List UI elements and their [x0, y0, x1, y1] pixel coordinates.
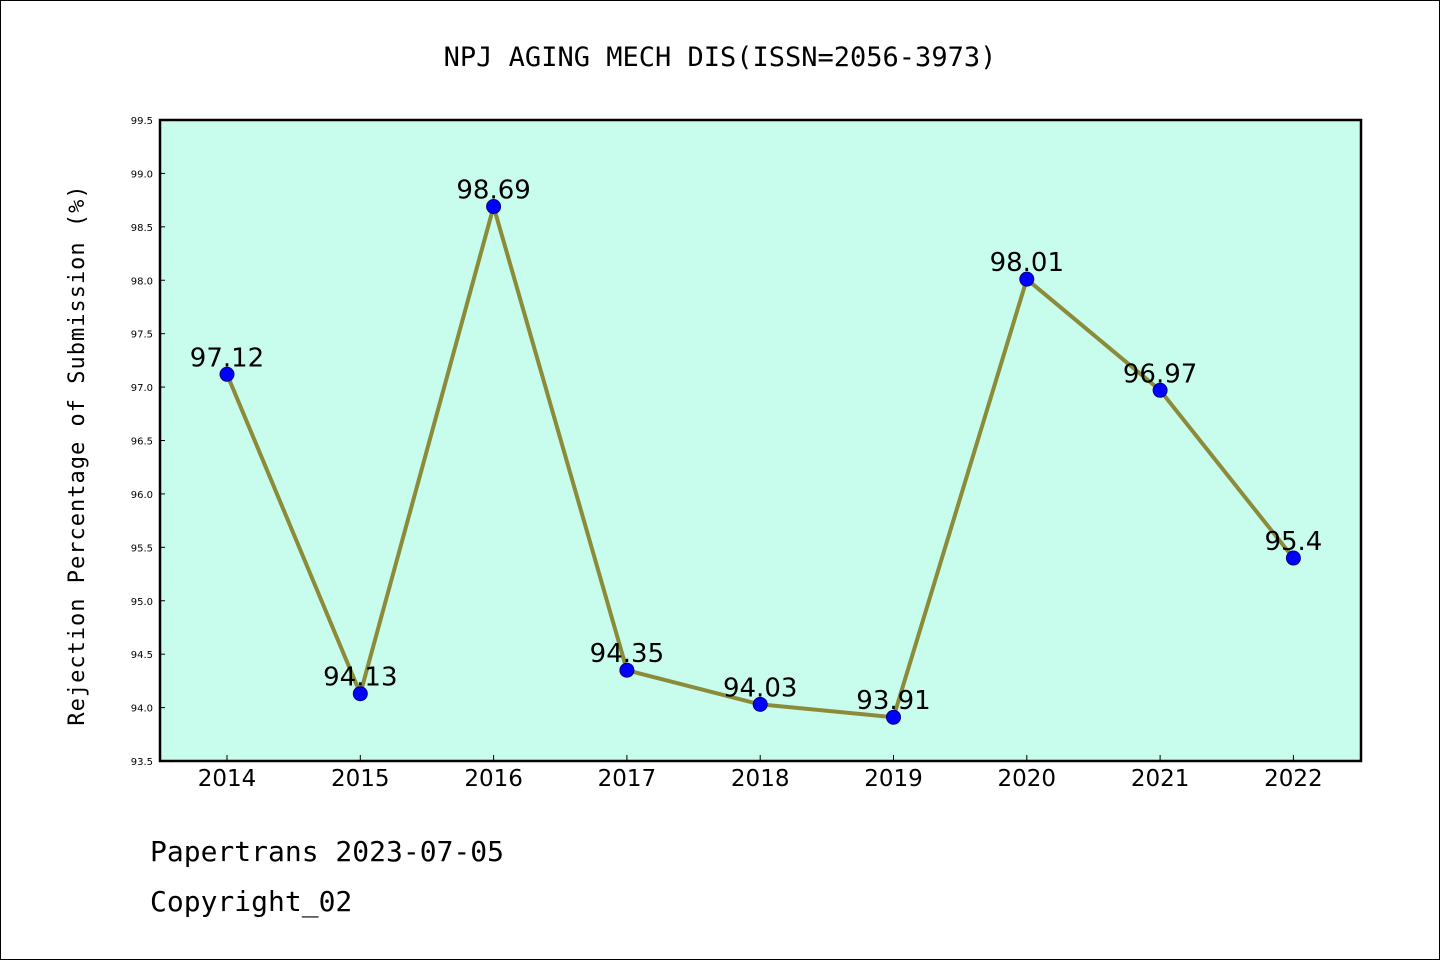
data-point-marker	[1152, 382, 1168, 398]
data-label: 93.91	[856, 686, 930, 716]
x-tick-label: 2020	[998, 766, 1057, 792]
y-tick-label: 98.5	[131, 223, 153, 234]
data-label: 94.03	[723, 673, 797, 703]
y-tick-label: 94.5	[131, 650, 153, 661]
data-label: 94.13	[323, 663, 397, 693]
x-tick-label: 2021	[1131, 766, 1190, 792]
footer-date: Papertrans 2023-07-05	[150, 835, 505, 868]
footer-copyright: Copyright_02	[150, 885, 353, 918]
data-label: 95.4	[1264, 527, 1322, 557]
y-tick-label: 94.0	[131, 704, 153, 715]
data-point-marker	[752, 696, 768, 712]
data-point-marker	[352, 686, 368, 702]
y-tick-label: 96.0	[131, 490, 153, 501]
y-tick-label: 97.5	[131, 330, 153, 341]
data-point-marker	[1285, 550, 1301, 566]
x-tick-label: 2017	[598, 766, 657, 792]
data-point-marker	[1019, 271, 1035, 287]
data-label: 96.97	[1123, 359, 1197, 389]
y-tick-label: 93.5	[131, 757, 153, 768]
data-label: 98.69	[456, 176, 530, 206]
x-tick-label: 2014	[198, 766, 257, 792]
y-tick-label: 97.0	[131, 383, 153, 394]
x-axis-ticks: 2014 2015 2016 2017 2018 2019 2020 2021 2022	[198, 755, 1323, 792]
x-tick-label: 2018	[731, 766, 790, 792]
y-tick-label: 95.0	[131, 597, 153, 608]
y-axis-label: Rejection Percentage of Submission (%)	[65, 184, 90, 725]
y-tick-label: 99.5	[131, 116, 153, 127]
data-point-marker	[219, 366, 235, 382]
y-tick-label: 95.5	[131, 543, 153, 554]
y-tick-label: 96.5	[131, 437, 153, 448]
y-tick-label: 99.0	[131, 169, 153, 180]
x-tick-label: 2015	[331, 766, 390, 792]
x-tick-label: 2019	[864, 766, 923, 792]
data-point-marker	[619, 662, 635, 678]
data-label: 97.12	[190, 343, 264, 373]
chart-title: NPJ AGING MECH DIS(ISSN=2056-3973)	[444, 42, 997, 73]
y-tick-label: 98.0	[131, 276, 153, 287]
x-tick-label: 2022	[1264, 766, 1323, 792]
x-tick-label: 2016	[464, 766, 523, 792]
data-label: 98.01	[990, 248, 1064, 278]
series-line-group	[219, 199, 1301, 725]
plot-area	[158, 118, 1363, 763]
data-point-marker	[486, 199, 502, 215]
data-point-marker	[886, 709, 901, 725]
data-label: 94.35	[590, 639, 664, 669]
data-labels-group: 97.12 94.13 98.69 94.35 94.03 93.91 98.01 96.97…	[190, 176, 1323, 717]
y-axis-ticks: 93.5 94.0 94.5 95.0 95.5 96.0 96.5 97.0 97.5 98.0…	[131, 116, 165, 768]
